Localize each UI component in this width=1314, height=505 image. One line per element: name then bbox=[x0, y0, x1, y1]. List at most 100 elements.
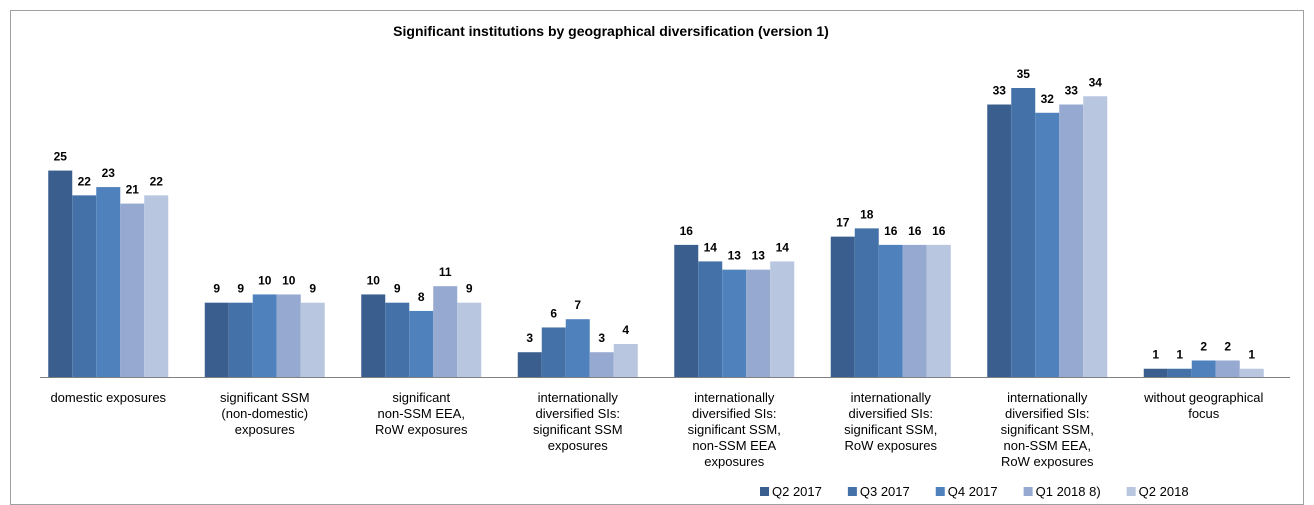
legend-label: Q4 2017 bbox=[948, 484, 998, 499]
bar bbox=[565, 319, 590, 377]
bar bbox=[1011, 88, 1036, 377]
data-label: 9 bbox=[309, 282, 316, 296]
data-label: 1 bbox=[1248, 348, 1255, 362]
legend-label: Q2 2018 bbox=[1139, 484, 1189, 499]
data-label: 11 bbox=[439, 265, 452, 279]
data-label: 6 bbox=[550, 306, 557, 320]
bar bbox=[120, 203, 145, 377]
bar bbox=[144, 195, 169, 377]
x-tick-label: internationally diversified SIs: significa… bbox=[844, 390, 937, 453]
data-label: 14 bbox=[776, 240, 790, 254]
bar bbox=[1239, 368, 1264, 377]
bar bbox=[252, 294, 277, 377]
bar bbox=[276, 294, 301, 377]
bar bbox=[409, 310, 434, 377]
legend-swatch bbox=[760, 487, 769, 496]
data-label: 13 bbox=[728, 249, 742, 263]
data-label: 18 bbox=[860, 207, 874, 221]
data-label: 10 bbox=[258, 273, 272, 287]
data-label: 4 bbox=[622, 323, 629, 337]
bar bbox=[72, 195, 97, 377]
data-label: 9 bbox=[466, 282, 473, 296]
data-label: 22 bbox=[150, 174, 164, 188]
bar bbox=[746, 269, 771, 377]
data-label: 9 bbox=[213, 282, 220, 296]
bar bbox=[361, 294, 386, 377]
bar bbox=[1035, 112, 1060, 378]
x-tick-label: significant SSM (non-domestic) exposures bbox=[220, 390, 310, 437]
x-tick-label: internationally diversified SIs: significa… bbox=[688, 390, 781, 469]
x-tick-label: internationally diversified SIs: significa… bbox=[1001, 390, 1094, 469]
bar bbox=[1191, 360, 1216, 377]
data-label: 3 bbox=[526, 331, 533, 345]
data-label: 16 bbox=[932, 224, 946, 238]
bar bbox=[1143, 368, 1168, 377]
legend-label: Q1 2018 8) bbox=[1036, 484, 1101, 499]
bar bbox=[457, 302, 482, 377]
data-label: 13 bbox=[752, 249, 766, 263]
bar bbox=[1167, 368, 1192, 377]
data-label: 35 bbox=[1017, 67, 1031, 81]
data-label: 1 bbox=[1176, 348, 1183, 362]
x-tick-label: significant non-SSM EEA, RoW exposures bbox=[375, 390, 468, 437]
legend-label: Q2 2017 bbox=[772, 484, 822, 499]
bar bbox=[902, 244, 927, 377]
data-label: 16 bbox=[680, 224, 694, 238]
data-label: 25 bbox=[54, 150, 68, 164]
data-label: 16 bbox=[884, 224, 898, 238]
bar bbox=[204, 302, 229, 377]
legend-swatch bbox=[935, 487, 945, 496]
bar bbox=[385, 302, 410, 377]
data-label: 22 bbox=[78, 174, 92, 188]
legend-swatch bbox=[1023, 487, 1033, 496]
data-label: 2 bbox=[1224, 339, 1231, 353]
legend-swatch bbox=[847, 487, 857, 496]
x-tick-label: internationally diversified SIs: significa… bbox=[533, 390, 623, 453]
data-label: 17 bbox=[836, 216, 850, 230]
bar bbox=[228, 302, 253, 377]
data-label: 9 bbox=[394, 282, 401, 296]
data-label: 8 bbox=[418, 290, 425, 304]
bar bbox=[589, 352, 614, 377]
bar bbox=[541, 327, 566, 377]
data-label: 33 bbox=[1065, 84, 1079, 98]
data-label: 2 bbox=[1200, 339, 1207, 353]
data-label: 34 bbox=[1089, 75, 1103, 89]
bar bbox=[48, 170, 73, 377]
bar bbox=[1059, 104, 1084, 377]
frame bbox=[10, 10, 1304, 505]
bar bbox=[854, 228, 879, 377]
data-label: 14 bbox=[704, 240, 718, 254]
x-tick-label: without geographical focus bbox=[1143, 390, 1263, 421]
legend-label: Q3 2017 bbox=[860, 484, 910, 499]
bar bbox=[698, 261, 723, 377]
data-label: 21 bbox=[126, 183, 140, 197]
bar bbox=[878, 244, 903, 377]
bar bbox=[830, 236, 855, 377]
data-label: 10 bbox=[367, 273, 381, 287]
legend-swatch bbox=[1126, 487, 1136, 496]
data-label: 9 bbox=[237, 282, 244, 296]
data-label: 3 bbox=[598, 331, 605, 345]
bar bbox=[300, 302, 325, 377]
bar bbox=[1215, 360, 1240, 377]
bar bbox=[613, 343, 638, 377]
bar bbox=[926, 244, 951, 377]
bar bbox=[1083, 96, 1108, 377]
data-label: 23 bbox=[102, 166, 116, 180]
bar bbox=[770, 261, 795, 377]
data-label: 32 bbox=[1041, 92, 1055, 106]
data-label: 33 bbox=[993, 84, 1007, 98]
data-label: 10 bbox=[282, 273, 296, 287]
data-label: 16 bbox=[908, 224, 922, 238]
x-tick-label: domestic exposures bbox=[50, 390, 166, 405]
bar bbox=[674, 244, 699, 377]
data-label: 7 bbox=[574, 298, 581, 312]
bar bbox=[96, 187, 121, 377]
bar bbox=[722, 269, 747, 377]
chart-title: Significant institutions by geographical… bbox=[393, 23, 829, 39]
data-label: 1 bbox=[1152, 348, 1159, 362]
bar bbox=[517, 352, 542, 377]
